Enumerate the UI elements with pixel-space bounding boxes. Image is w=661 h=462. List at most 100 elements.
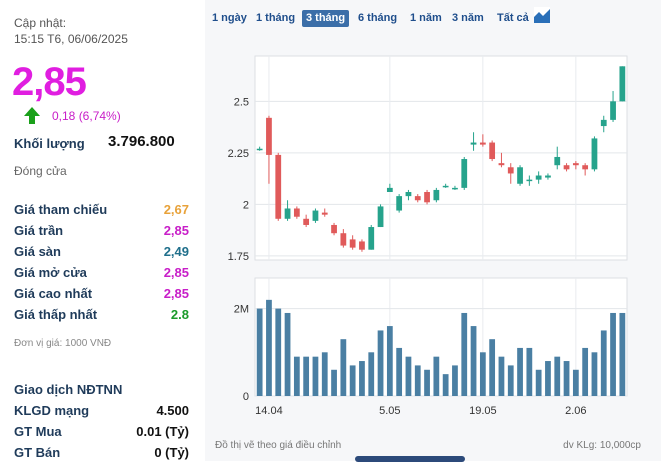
candle-body [554,156,561,166]
volume-bar [479,352,486,396]
volume-label: Khối lượng [14,136,85,151]
volume-tick-label: 0 [243,391,249,403]
volume-bar [591,352,598,396]
x-tick-label: 19.05 [469,405,497,417]
candle-body [572,163,579,166]
volume-bar [405,356,412,396]
range-3-years[interactable]: 3 năm [452,12,484,24]
volume-bar [619,312,626,396]
stat-label-floor: Giá sàn [14,244,61,259]
volume-bar [359,361,365,396]
volume-bar [582,347,589,396]
candle-body [517,167,523,184]
candle-body [498,163,505,166]
candle-body [349,239,356,248]
volume-bar [284,312,291,396]
foreign-trade-title: Giao dịch NĐTNN [14,382,123,397]
candle-body [582,165,589,170]
range-1-month[interactable]: 1 tháng [256,12,296,24]
candle-body [442,185,449,188]
candle-body [563,165,570,170]
candle-body [312,210,319,221]
update-label: Cập nhật: [14,16,67,30]
volume-bar [303,356,310,396]
area-chart-icon[interactable] [534,7,550,28]
candle-body [405,192,412,197]
volume-bar [461,312,468,396]
candle-body [386,187,393,192]
volume-bar [572,369,579,396]
volume-bar [386,326,393,396]
candle-body [256,148,263,151]
range-3-months[interactable]: 3 tháng [302,10,350,27]
chart-panel: 1 ngày 1 tháng 3 tháng 6 tháng 1 năm 3 n… [205,0,661,462]
up-arrow-icon [24,107,40,129]
volume-bar [526,347,533,396]
volume-bar [266,299,272,396]
range-all[interactable]: Tất cả [497,12,529,24]
candle-body [489,142,496,160]
candle-body [284,208,291,219]
candle-body [507,167,514,174]
price-unit-note: Đơn vị giá: 1000 VNĐ [14,338,112,349]
candle-body [600,119,607,127]
volume-bar [340,339,347,396]
stock-info-panel: Cập nhật: 15:15 T6, 06/06/2025 2,85 0,18… [0,0,205,461]
candle-body [452,187,458,190]
candle-body [303,218,310,225]
volume-bar [321,352,328,396]
stat-label-ceiling: Giá trần [14,223,64,238]
range-1-year[interactable]: 1 năm [410,12,442,24]
stat-value-open: 2,85 [163,265,189,280]
volume-bar [331,369,337,396]
volume-value: 3.796.800 [108,133,175,150]
stat-label-low: Giá thấp nhất [14,307,98,322]
foreign-row-label: GT Mua [14,424,62,439]
candle-body [359,241,365,250]
candle-body [275,154,282,219]
stat-value-high: 2,85 [163,286,189,301]
update-time: 15:15 T6, 06/06/2025 [14,32,128,46]
volume-unit-note: dv KLg: 10,000cp [563,440,641,451]
candle-body [414,196,421,201]
foreign-row-label: KLGD mạng [14,403,90,418]
volume-bar [610,312,616,396]
candle-body [619,66,626,102]
volume-bar [452,365,458,396]
candle-body [340,233,347,246]
x-tick-label: 2.06 [565,405,586,417]
stat-label-high: Giá cao nhất [14,286,93,301]
candle-body [266,117,272,155]
volume-bar [349,365,356,396]
volume-bar [368,352,375,396]
price-plot-area [254,55,628,261]
volume-bar [275,308,282,396]
current-price: 2,85 [12,60,87,104]
stat-value-ceiling: 2,85 [163,223,189,238]
candle-body [368,227,375,250]
range-6-months[interactable]: 6 tháng [358,12,398,24]
volume-bar [414,365,421,396]
scroll-handle[interactable] [355,456,465,462]
volume-tick-label: 2M [234,304,249,316]
stat-value-low: 2.8 [170,307,189,322]
candle-body [591,138,598,170]
y-tick-label: 2 [243,199,249,211]
foreign-row-value: 0.01 (Tỷ) [136,424,189,439]
volume-bar [424,369,430,396]
x-tick-label: 14.04 [255,405,283,417]
candle-body [293,208,300,217]
volume-bar [312,356,319,396]
volume-bar [600,330,607,396]
foreign-row-value: 0 (Tỷ) [154,445,189,460]
foreign-row-label: GT Bán [14,445,61,460]
range-1-day[interactable]: 1 ngày [212,12,247,24]
candle-body [479,142,486,145]
volume-bar [256,308,263,396]
candle-body [610,101,616,120]
volume-bar [563,361,570,396]
candle-body [461,159,468,188]
candle-body [377,206,384,228]
candle-body [526,179,533,182]
volume-bar [507,365,514,396]
